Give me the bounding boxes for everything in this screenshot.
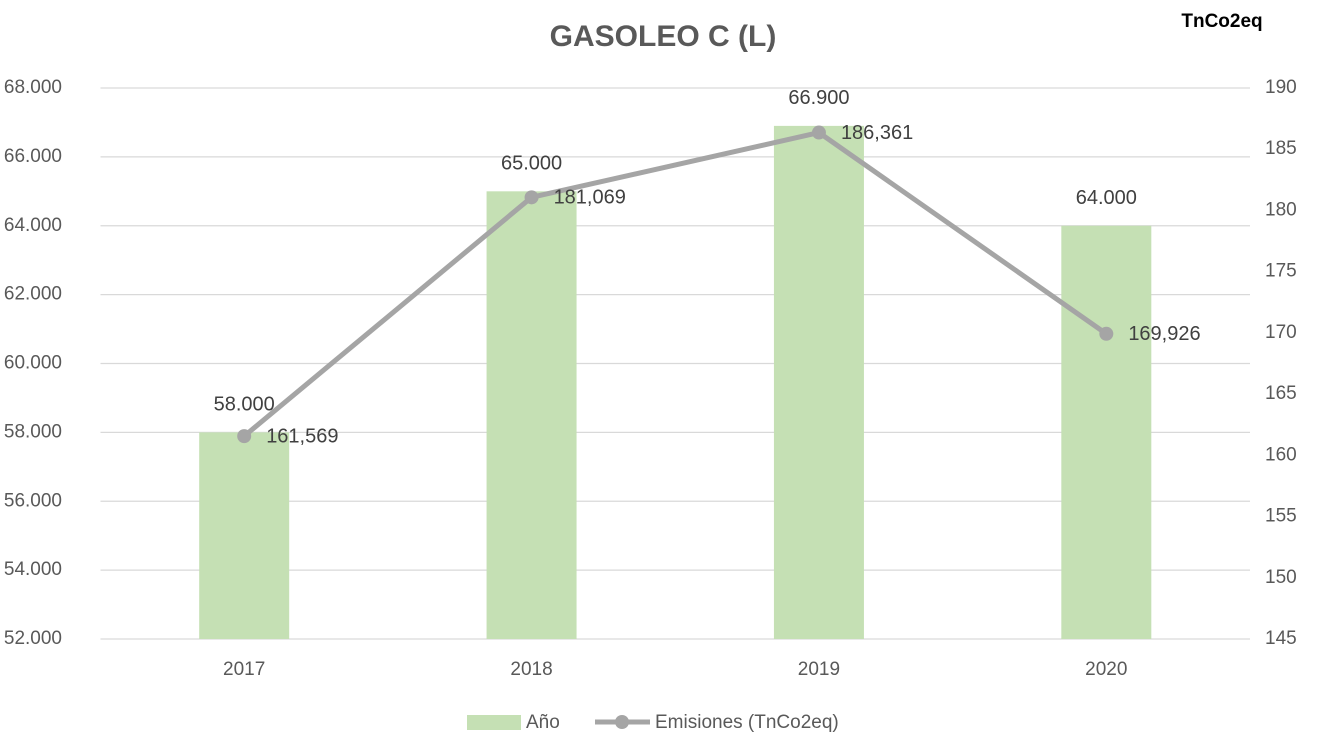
line-marker	[524, 190, 539, 205]
bar-value-label: 64.000	[1076, 187, 1137, 209]
y2-tick-label: 170	[1265, 322, 1297, 343]
bar	[486, 191, 577, 639]
legend-marker	[615, 715, 629, 729]
line-value-label: 181,069	[554, 187, 626, 209]
line-value-label: 169,926	[1128, 323, 1200, 345]
y2-tick-label: 155	[1265, 506, 1297, 527]
y-tick-label: 68.000	[4, 77, 62, 98]
bar	[773, 125, 864, 640]
y2-tick-label: 175	[1265, 261, 1297, 282]
line-value-label: 161,569	[266, 425, 338, 447]
line	[242, 130, 1108, 439]
x-tick-label: 2019	[798, 659, 840, 680]
y-tick-label: 62.000	[4, 284, 62, 305]
chart-title: GASOLEO C (L)	[550, 20, 777, 53]
y2-axis-label: TnCo2eq	[1181, 11, 1262, 32]
line-marker	[811, 125, 826, 140]
y2-tick-label: 185	[1265, 138, 1297, 159]
line-marker	[1099, 326, 1114, 341]
y-tick-label: 60.000	[4, 353, 62, 374]
x-tick-label: 2017	[223, 659, 265, 680]
line-marker	[237, 429, 252, 444]
y-tick-label: 56.000	[4, 490, 62, 511]
bar	[199, 432, 290, 639]
legend-label: Emisiones (TnCo2eq)	[655, 712, 839, 733]
legend-label: Año	[526, 712, 560, 733]
y2-tick-label: 180	[1265, 199, 1297, 220]
y2-tick-label: 160	[1265, 444, 1297, 465]
y2-tick-label: 150	[1265, 567, 1297, 588]
bar	[1061, 225, 1152, 639]
legend-swatch	[467, 715, 521, 730]
x-tick-label: 2018	[510, 659, 552, 680]
line-value-label: 186,361	[841, 122, 913, 144]
y-tick-label: 64.000	[4, 215, 62, 236]
y2-tick-label: 190	[1265, 77, 1297, 98]
y-tick-label: 66.000	[4, 146, 62, 167]
x-tick-label: 2020	[1085, 659, 1127, 680]
y-tick-label: 58.000	[4, 421, 62, 442]
y2-tick-label: 165	[1265, 383, 1297, 404]
y2-tick-label: 145	[1265, 628, 1297, 649]
bar-value-label: 58.000	[214, 394, 275, 416]
y-tick-label: 52.000	[4, 628, 62, 649]
y-tick-label: 54.000	[4, 559, 62, 580]
bar-value-label: 65.000	[501, 153, 562, 175]
bar-value-label: 66.900	[788, 87, 849, 109]
